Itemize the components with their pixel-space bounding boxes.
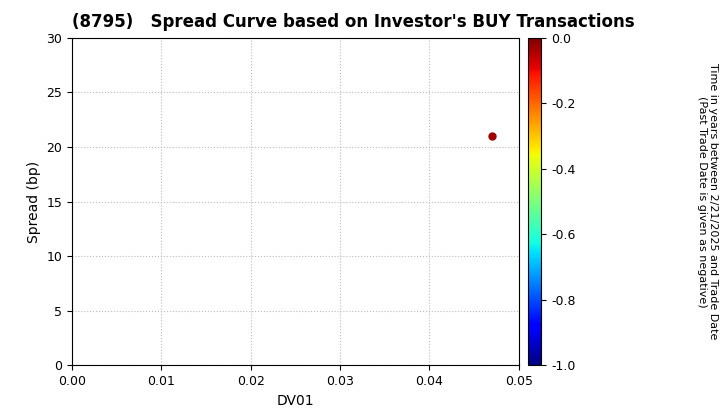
Y-axis label: Time in years between 2/21/2025 and Trade Date
(Past Trade Date is given as nega: Time in years between 2/21/2025 and Trad…	[697, 63, 719, 340]
Text: (8795)   Spread Curve based on Investor's BUY Transactions: (8795) Spread Curve based on Investor's …	[72, 13, 634, 31]
Y-axis label: Spread (bp): Spread (bp)	[27, 160, 41, 243]
X-axis label: DV01: DV01	[276, 394, 314, 408]
Point	[486, 133, 498, 139]
